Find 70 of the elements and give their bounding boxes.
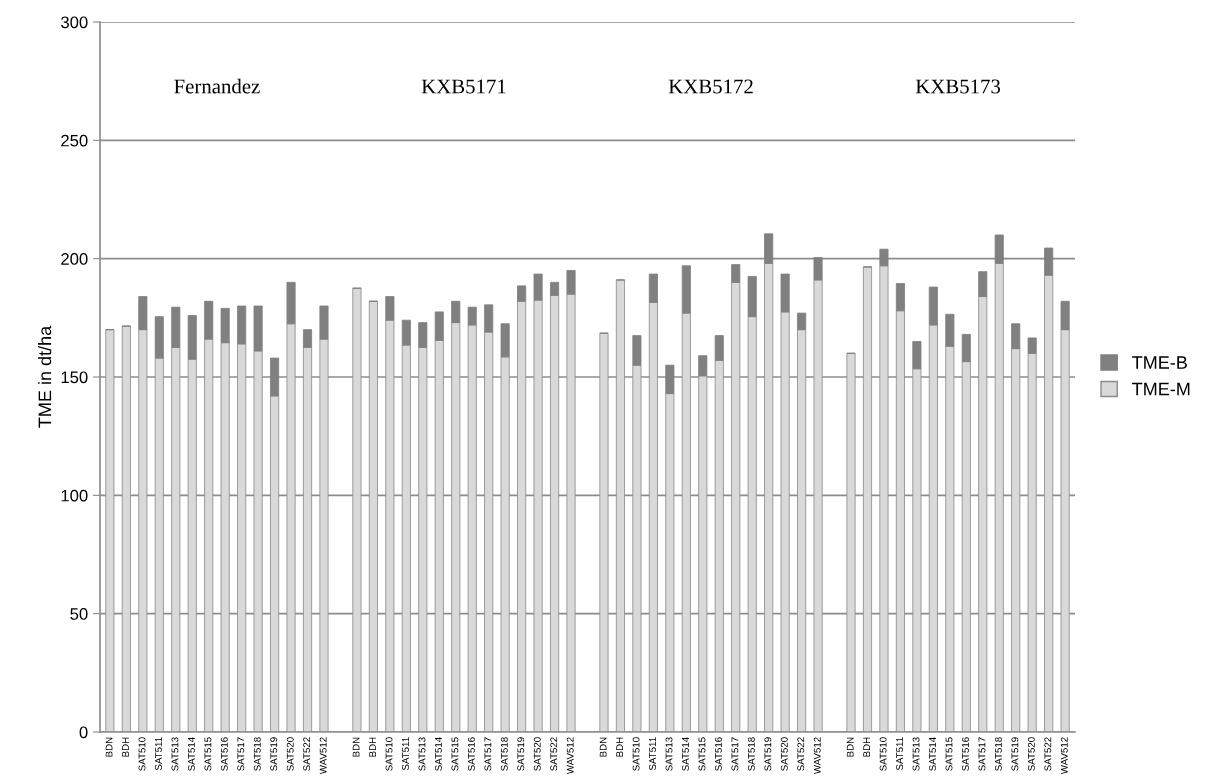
x-tick-label: SAT510 (879, 737, 887, 771)
y-axis-title: TME in dt/ha (38, 325, 52, 428)
x-tick-label: SAT520 (780, 737, 788, 771)
x-tick-label: SAT519 (1011, 737, 1019, 771)
x-tick-label: SAT513 (912, 737, 920, 771)
x-tick-label: BDN (599, 737, 607, 757)
annotation: KXB5171 (421, 79, 506, 94)
x-tick-label: BDN (105, 737, 113, 757)
x-tick-label: SAT519 (764, 737, 772, 771)
x-tick-label: SAT517 (237, 737, 245, 771)
legend-label: TME-M (1132, 382, 1190, 396)
y-tick-label: 100 (61, 489, 88, 502)
x-tick-label: BDH (369, 737, 376, 757)
x-tick-label: SAT520 (286, 737, 294, 771)
x-tick-label: SAT517 (978, 737, 986, 771)
annotation: Fernandez (174, 78, 260, 94)
x-tick-label: SAT519 (517, 737, 525, 771)
x-tick-label: SAT520 (1027, 737, 1035, 771)
x-tick-label: WAV512 (566, 737, 574, 775)
x-tick-label: WAV512 (319, 737, 327, 775)
x-tick-label: SAT515 (698, 737, 706, 771)
y-tick-label: 250 (61, 134, 88, 147)
x-tick-label: SAT515 (451, 737, 459, 771)
annotation: KXB5172 (668, 79, 753, 94)
x-tick-label: SAT511 (649, 737, 656, 771)
x-tick-label: SAT516 (962, 737, 969, 771)
x-tick-label: BDH (863, 737, 870, 757)
x-tick-label: BDN (352, 737, 360, 757)
x-tick-label: SAT513 (171, 737, 179, 771)
x-tick-label: SAT522 (797, 737, 805, 771)
x-tick-label: SAT510 (632, 737, 640, 771)
x-tick-label: SAT511 (896, 737, 904, 771)
x-tick-label: SAT522 (1044, 737, 1052, 771)
x-tick-label: SAT511 (402, 737, 409, 771)
y-tick-label: 300 (61, 16, 88, 29)
y-tick-label: 200 (61, 253, 88, 265)
y-tick-label: 150 (61, 371, 88, 384)
annotation: KXB5173 (915, 79, 1001, 94)
x-tick-label: WAV512 (813, 737, 821, 775)
x-tick-label: SAT520 (533, 737, 541, 771)
x-tick-label: SAT518 (994, 737, 1002, 771)
legend-label: TME-B (1132, 356, 1187, 369)
x-tick-label: SAT516 (714, 737, 722, 771)
x-tick-label: SAT511 (155, 737, 162, 771)
x-tick-label: SAT513 (665, 737, 673, 771)
x-tick-label: SAT522 (550, 737, 558, 771)
x-tick-label: BDH (616, 737, 623, 757)
x-tick-label: SAT517 (484, 737, 492, 771)
x-tick-label: SAT515 (945, 737, 953, 771)
x-tick-label: SAT510 (385, 737, 393, 771)
x-tick-label: WAV512 (1060, 737, 1068, 775)
y-tick-label: 50 (70, 608, 88, 620)
x-tick-label: SAT518 (747, 737, 755, 771)
x-tick-label: SAT518 (253, 737, 261, 771)
x-tick-label: SAT513 (418, 737, 426, 771)
x-tick-label: SAT514 (187, 737, 195, 771)
x-tick-label: SAT510 (138, 737, 146, 771)
x-tick-label: SAT522 (303, 737, 311, 771)
x-tick-label: SAT516 (467, 737, 475, 771)
x-tick-label: SAT518 (500, 737, 508, 771)
x-tick-label: SAT514 (682, 737, 689, 771)
y-tick-label: 0 (79, 726, 88, 739)
x-tick-label: SAT517 (731, 737, 739, 771)
x-tick-label: SAT514 (435, 737, 442, 771)
x-tick-label: SAT516 (220, 737, 228, 771)
x-tick-label: BDH (122, 737, 129, 757)
x-tick-label: SAT515 (204, 737, 212, 771)
x-tick-label: SAT514 (929, 737, 936, 771)
x-tick-label: SAT519 (270, 737, 278, 771)
x-tick-label: BDN (846, 737, 854, 757)
